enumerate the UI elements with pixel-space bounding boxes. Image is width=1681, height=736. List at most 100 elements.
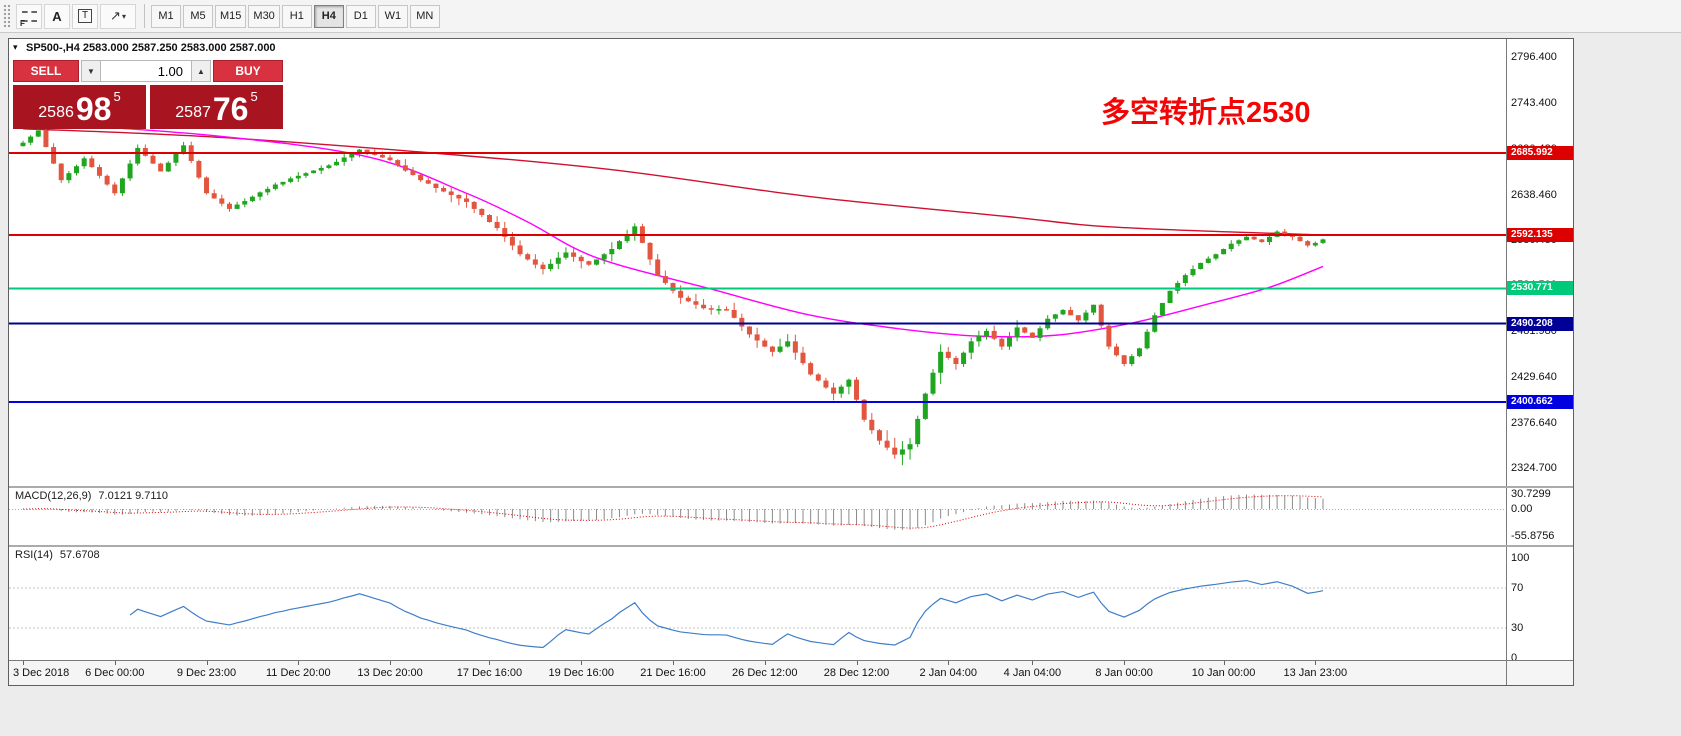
- price-axis-label: 2324.700: [1511, 461, 1557, 474]
- rsi-axis-label: 30: [1511, 622, 1524, 634]
- candlestick-svg: [9, 121, 1506, 466]
- price-axis-label: 2796.400: [1511, 50, 1557, 63]
- macd-panel[interactable]: MACD(12,26,9) 7.0121 9.7110: [9, 488, 1506, 545]
- panel-separator[interactable]: [9, 545, 1573, 547]
- time-axis-label: 13 Dec 20:00: [357, 667, 423, 679]
- timeframe-button-m1[interactable]: M1: [151, 4, 181, 28]
- time-axis-tick: [23, 661, 24, 665]
- time-axis-tick: [206, 661, 208, 665]
- price-line-tag[interactable]: 2530.771: [1507, 281, 1573, 296]
- time-axis-label: 4 Jan 04:00: [1003, 667, 1062, 679]
- time-axis-tick: [114, 661, 116, 665]
- rsi-line: [129, 579, 1324, 649]
- text-icon[interactable]: A: [44, 3, 70, 29]
- rsi-axis-label: 70: [1511, 582, 1524, 594]
- chevron-down-icon: ▾: [121, 11, 126, 21]
- macd-signal-line: [22, 495, 1324, 529]
- time-axis-label: 6 Dec 00:00: [85, 667, 145, 679]
- toolbar-drag-handle[interactable]: [3, 4, 11, 28]
- ma-slow-line: [22, 128, 1324, 236]
- time-axis-tick: [764, 661, 766, 665]
- macd-axis-label: 0.00: [1511, 503, 1533, 515]
- text-t-glyph: T: [77, 9, 93, 23]
- time-axis-tick: [581, 661, 583, 665]
- timeframe-button-h1[interactable]: H1: [281, 4, 312, 28]
- timeframe-button-mn[interactable]: MN: [409, 4, 440, 28]
- timeframe-button-d1[interactable]: D1: [345, 4, 376, 28]
- timeframe-button-m15[interactable]: M15: [215, 4, 247, 28]
- macd-histogram: [30, 494, 1324, 530]
- chart-window: ▾ SP500-,H4 2583.000 2587.250 2583.000 2…: [8, 38, 1574, 686]
- price-axis-label: 2638.460: [1511, 188, 1557, 201]
- sell-button[interactable]: SELL: [13, 60, 79, 82]
- time-axis-tick: [298, 661, 300, 665]
- time-axis-corner: [1506, 661, 1573, 685]
- buy-button[interactable]: BUY: [213, 60, 283, 82]
- time-axis-tick: [390, 661, 392, 665]
- macd-axis-label: 30.7299: [1511, 488, 1551, 501]
- timeframe-group: M1 M5 M15 M30 H1 H4 D1 W1 MN: [151, 4, 442, 28]
- toolbar: F A T ↗ ▾ M1 M5 M15 M30 H1 H4 D1 W1 MN: [0, 0, 1681, 33]
- one-click-collapse-icon[interactable]: ▾: [13, 42, 18, 52]
- sell-price-sup: 5: [113, 89, 121, 104]
- time-axis-tick: [1032, 661, 1034, 665]
- candles-group: [20, 127, 1326, 466]
- time-axis-tick: [1124, 661, 1126, 665]
- price-axis[interactable]: 2796.4002743.4002690.4202638.4602586.480…: [1506, 39, 1573, 486]
- drawing-tools-icon[interactable]: ↗ ▾: [100, 3, 136, 29]
- time-axis-label: 19 Dec 16:00: [548, 667, 614, 679]
- rsi-label: RSI(14) 57.6708: [15, 549, 100, 561]
- chart-header: SP500-,H4 2583.000 2587.250 2583.000 258…: [26, 42, 276, 54]
- time-axis-tick: [1315, 661, 1317, 665]
- price-axis-label: 2376.640: [1511, 416, 1557, 429]
- sell-price-display[interactable]: 2586 98 5: [13, 85, 146, 129]
- time-axis-tick: [489, 661, 491, 665]
- buy-price-display[interactable]: 2587 76 5: [150, 85, 283, 129]
- buy-price-sup: 5: [250, 89, 258, 104]
- buy-price-main: 2587: [175, 104, 211, 121]
- caret-up-icon: ▲: [197, 66, 205, 76]
- macd-label: MACD(12,26,9) 7.0121 9.7110: [15, 490, 168, 502]
- fibonacci-lines-icon: [21, 10, 37, 22]
- main-chart-plot[interactable]: ▾ SP500-,H4 2583.000 2587.250 2583.000 2…: [9, 39, 1506, 486]
- volume-increase-button[interactable]: ▲: [191, 60, 211, 82]
- fibonacci-icon[interactable]: F: [16, 3, 42, 29]
- price-line-tag[interactable]: 2685.992: [1507, 146, 1573, 161]
- time-axis[interactable]: 3 Dec 2018 6 Dec 00:00 9 Dec 23:00 11 Dec 2…: [9, 661, 1506, 685]
- macd-svg: [9, 494, 1506, 530]
- time-axis-label: 21 Dec 16:00: [640, 667, 706, 679]
- price-axis-label: 2429.640: [1511, 370, 1557, 383]
- time-axis-label: 11 Dec 20:00: [265, 667, 331, 679]
- sell-price-big: 98: [75, 90, 112, 127]
- rsi-svg: [9, 579, 1506, 649]
- time-axis-label: 28 Dec 12:00: [823, 667, 890, 679]
- price-axis-label: 2743.400: [1511, 97, 1557, 110]
- panel-separator[interactable]: [9, 486, 1573, 488]
- timeframe-button-m5[interactable]: M5: [183, 4, 213, 28]
- rsi-panel[interactable]: RSI(14) 57.6708: [9, 547, 1506, 660]
- time-axis-label: 17 Dec 16:00: [456, 667, 523, 679]
- time-axis-label: 26 Dec 12:00: [732, 667, 798, 679]
- price-line-tag[interactable]: 2490.208: [1507, 316, 1573, 331]
- time-axis-label: 3 Dec 2018: [13, 667, 70, 679]
- toolbar-separator: [144, 4, 145, 28]
- macd-axis[interactable]: 30.7299 0.00 -55.8756: [1506, 488, 1573, 545]
- price-line-tag[interactable]: 2592.135: [1507, 227, 1573, 242]
- macd-axis-label: -55.8756: [1511, 529, 1555, 542]
- timeframe-button-w1[interactable]: W1: [377, 4, 408, 28]
- rsi-axis[interactable]: 100 70 30 0: [1506, 547, 1573, 660]
- arrow-icon: ↗: [110, 8, 121, 23]
- time-axis-label: 2 Jan 04:00: [919, 667, 978, 679]
- timeframe-button-m30[interactable]: M30: [248, 4, 280, 28]
- trade-prices-row: 2586 98 5 2587 76 5: [13, 85, 283, 129]
- timeframe-button-h4[interactable]: H4: [313, 4, 344, 28]
- buy-price-big: 76: [212, 90, 249, 127]
- volume-decrease-button[interactable]: ▼: [81, 60, 101, 82]
- price-line-tag[interactable]: 2400.662: [1507, 394, 1573, 409]
- time-axis-tick: [1223, 661, 1225, 665]
- volume-input[interactable]: [101, 60, 191, 82]
- rsi-axis-label: 100: [1511, 552, 1530, 564]
- time-axis-tick: [672, 661, 674, 665]
- text-label-icon[interactable]: T: [72, 3, 98, 29]
